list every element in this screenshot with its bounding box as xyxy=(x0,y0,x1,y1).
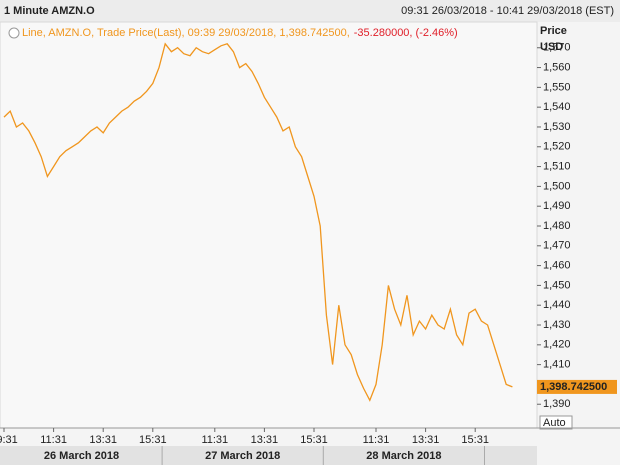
header-bar xyxy=(0,0,620,22)
x-tick-label: 09:31 xyxy=(0,434,18,446)
day-label: 27 March 2018 xyxy=(205,450,280,462)
y-tick-label: 1,510 xyxy=(543,160,571,172)
y-tick-label: 1,490 xyxy=(543,200,571,212)
y-tick-label: 1,440 xyxy=(543,299,571,311)
legend: Line, AMZN.O, Trade Price(Last), 09:39 2… xyxy=(22,27,458,39)
x-tick-label: 11:31 xyxy=(40,434,67,446)
x-tick-label: 13:31 xyxy=(251,434,279,446)
day-band xyxy=(0,446,537,465)
y-tick-label: 1,520 xyxy=(543,141,571,153)
x-tick-label: 15:31 xyxy=(139,434,167,446)
legend-change: -35.280000, (-2.46%) xyxy=(354,27,458,39)
y-tick-label: 1,410 xyxy=(543,359,571,371)
x-tick-label: 11:31 xyxy=(201,434,228,446)
range-text: 09:31 26/03/2018 - 10:41 29/03/2018 (EST… xyxy=(401,5,614,17)
legend-icon xyxy=(8,27,20,39)
y-tick-label: 1,470 xyxy=(543,240,571,252)
y-tick-label: 1,480 xyxy=(543,220,571,232)
price-line xyxy=(3,42,513,402)
last-price-label: 1,398.742500 xyxy=(540,381,607,393)
legend-entry: Line, AMZN.O, Trade Price(Last), 09:39 2… xyxy=(22,27,350,39)
x-tick-label: 13:31 xyxy=(89,434,117,446)
y-tick-label: 1,570 xyxy=(543,42,571,54)
y-tick-label: 1,420 xyxy=(543,339,571,351)
last-price-box xyxy=(537,379,617,394)
y-tick-label: 1,530 xyxy=(543,121,571,133)
y-tick-label: 1,430 xyxy=(543,319,571,331)
y-tick-label: 1,550 xyxy=(543,81,571,93)
y-tick-label: 1,500 xyxy=(543,180,571,192)
x-tick-label: 15:31 xyxy=(300,434,328,446)
scale-mode[interactable]: Auto xyxy=(543,417,566,429)
y-tick-label: 1,560 xyxy=(543,61,571,73)
day-label: 28 March 2018 xyxy=(366,450,441,462)
axis-unit: USD xyxy=(540,41,563,53)
axis-title: Price xyxy=(540,25,567,37)
x-tick-label: 13:31 xyxy=(412,434,440,446)
scale-button[interactable] xyxy=(539,415,573,430)
y-tick-label: 1,540 xyxy=(543,101,571,113)
y-tick-label: 1,390 xyxy=(543,398,571,410)
plot-area xyxy=(0,21,538,429)
x-tick-label: 15:31 xyxy=(461,434,489,446)
y-tick-label: 1,450 xyxy=(543,279,571,291)
y-tick-label: 1,460 xyxy=(543,260,571,272)
chart-title: 1 Minute AMZN.O xyxy=(4,5,95,17)
x-tick-label: 11:31 xyxy=(363,434,390,446)
day-label: 26 March 2018 xyxy=(44,450,119,462)
